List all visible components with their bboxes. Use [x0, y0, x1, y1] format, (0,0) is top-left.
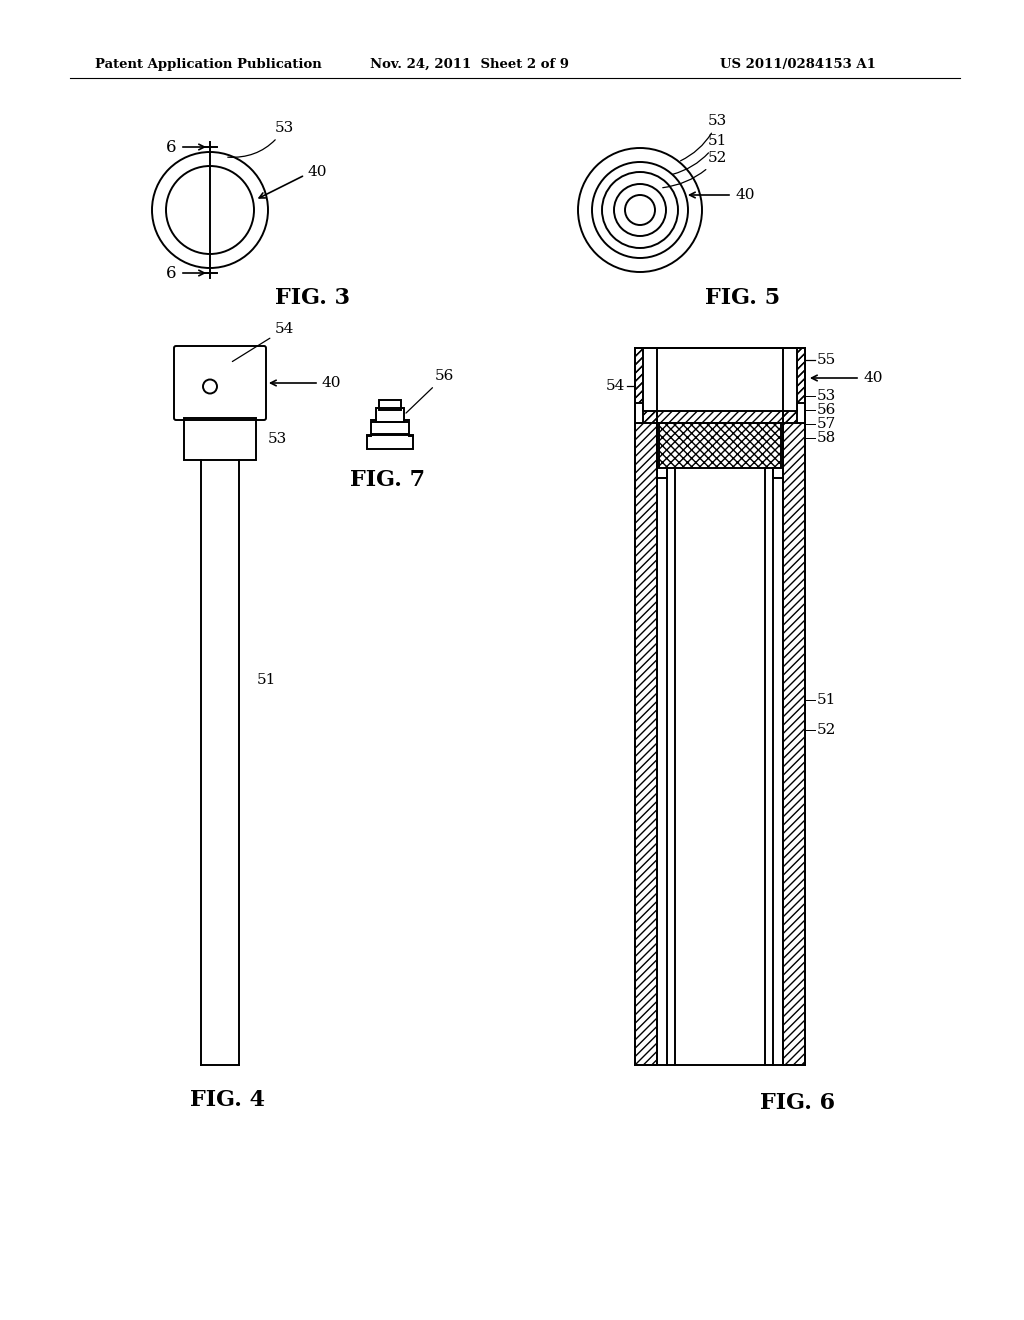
Text: 55: 55: [817, 352, 837, 367]
Text: 53: 53: [268, 432, 288, 446]
Text: 51: 51: [673, 135, 727, 174]
Text: FIG. 6: FIG. 6: [760, 1092, 836, 1114]
Text: 58: 58: [817, 432, 837, 445]
Bar: [379, 400, 401, 411]
Text: 52: 52: [817, 723, 837, 737]
Text: 56: 56: [406, 370, 455, 413]
Text: 54: 54: [605, 379, 625, 392]
Text: Patent Application Publication: Patent Application Publication: [95, 58, 322, 71]
Text: 51: 51: [817, 693, 837, 708]
Text: FIG. 3: FIG. 3: [275, 286, 350, 309]
Bar: [367, 436, 413, 449]
Bar: [659, 422, 781, 469]
Text: 53: 53: [817, 389, 837, 403]
Bar: [635, 348, 805, 422]
Text: 57: 57: [817, 417, 837, 432]
Text: US 2011/0284153 A1: US 2011/0284153 A1: [720, 58, 876, 71]
Text: FIG. 4: FIG. 4: [190, 1089, 265, 1111]
Text: 54: 54: [232, 322, 294, 362]
Bar: [643, 348, 797, 411]
Text: 6: 6: [166, 264, 176, 281]
Text: FIG. 7: FIG. 7: [350, 469, 425, 491]
Text: 52: 52: [663, 150, 727, 187]
Bar: [184, 418, 256, 459]
Bar: [371, 422, 409, 434]
Text: 40: 40: [735, 187, 755, 202]
Text: 40: 40: [863, 371, 883, 385]
Text: FIG. 5: FIG. 5: [705, 286, 780, 309]
Bar: [635, 348, 657, 1065]
Text: 53: 53: [227, 121, 294, 157]
Text: 51: 51: [257, 673, 276, 686]
Text: 6: 6: [166, 139, 176, 156]
Text: 53: 53: [681, 114, 727, 161]
Bar: [783, 348, 805, 1065]
Text: 40: 40: [322, 376, 341, 389]
Bar: [797, 403, 805, 422]
Text: 40: 40: [308, 165, 328, 180]
Text: 56: 56: [817, 403, 837, 417]
Text: Nov. 24, 2011  Sheet 2 of 9: Nov. 24, 2011 Sheet 2 of 9: [370, 58, 569, 71]
Bar: [376, 408, 404, 422]
Bar: [635, 403, 643, 422]
